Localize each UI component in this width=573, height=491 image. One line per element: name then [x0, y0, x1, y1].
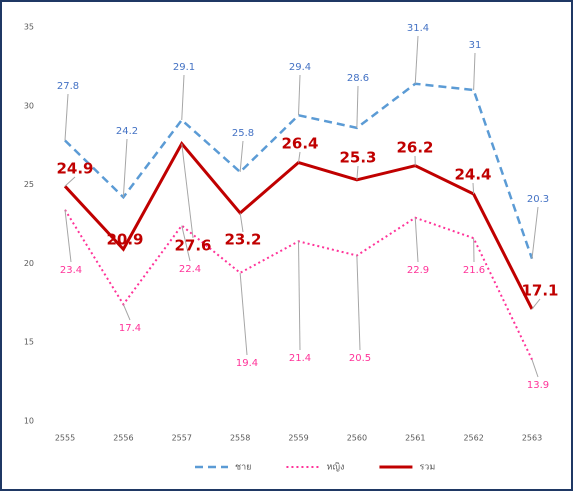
legend-label: หญิง: [326, 462, 344, 473]
data-label: 24.4: [454, 166, 491, 184]
x-tick-label: 2560: [347, 434, 367, 443]
leader-line: [181, 225, 191, 262]
y-tick-label: 35: [24, 23, 34, 32]
y-tick-label: 20: [24, 259, 34, 268]
x-tick-label: 2559: [288, 434, 308, 443]
legend-label: ชาย: [235, 463, 251, 473]
leader-line: [356, 165, 359, 180]
data-label: 20.5: [349, 353, 371, 364]
leader-line: [64, 176, 76, 187]
leader-line: [181, 74, 185, 121]
data-label: 27.6: [174, 237, 211, 255]
x-tick-label: 2563: [522, 434, 542, 443]
leader-line: [64, 209, 72, 263]
data-label: 21.4: [289, 353, 311, 364]
leader-line: [298, 74, 301, 116]
data-label: 29.1: [173, 62, 195, 73]
y-tick-label: 25: [24, 180, 34, 189]
data-label: 27.8: [57, 81, 79, 92]
data-label: 22.4: [179, 264, 201, 275]
data-label: 25.8: [232, 128, 254, 139]
data-label: 26.2: [396, 139, 433, 157]
x-tick-label: 2555: [55, 434, 75, 443]
leader-line: [181, 143, 194, 239]
x-tick-label: 2561: [405, 434, 425, 443]
leader-line: [414, 35, 419, 84]
y-tick-label: 10: [24, 417, 34, 426]
leader-line: [64, 93, 69, 141]
data-label: 24.2: [116, 126, 138, 137]
data-label: 29.4: [289, 62, 311, 73]
leader-line: [239, 272, 248, 356]
leader-line: [473, 52, 476, 91]
series-line: [64, 82, 534, 260]
data-label: 21.6: [463, 265, 485, 276]
data-label: 17.1: [521, 282, 558, 300]
legend-label: รวม: [419, 463, 435, 473]
data-label: 28.6: [347, 73, 369, 84]
data-label: 19.4: [236, 358, 258, 369]
data-label: 24.9: [56, 160, 93, 178]
leader-line: [298, 151, 301, 163]
leader-line: [472, 182, 475, 195]
leader-line: [122, 138, 128, 198]
data-label: 20.3: [527, 194, 549, 205]
data-label: 31.4: [407, 23, 429, 34]
leader-line: [298, 241, 301, 351]
y-tick-label: 15: [24, 338, 34, 347]
x-tick-label: 2557: [172, 434, 192, 443]
leader-line: [122, 304, 131, 321]
x-tick-label: 2558: [230, 434, 250, 443]
data-label: 17.4: [119, 323, 141, 334]
data-label: 26.4: [281, 135, 318, 153]
leader-line: [414, 217, 419, 263]
data-label: 31: [469, 40, 482, 51]
y-tick-label: 30: [24, 101, 34, 110]
leader-line: [531, 206, 539, 259]
data-label: 13.9: [527, 380, 549, 391]
data-label: 23.2: [224, 231, 261, 249]
data-label: 20.9: [106, 231, 143, 249]
data-label: 23.4: [60, 265, 82, 276]
leader-line: [356, 85, 359, 128]
leader-line: [239, 140, 244, 173]
leader-line: [356, 255, 361, 351]
data-label: 25.3: [339, 149, 376, 167]
data-label: 22.9: [407, 265, 429, 276]
x-tick-label: 2556: [113, 434, 133, 443]
leader-line: [531, 298, 541, 310]
leader-line: [239, 212, 244, 233]
x-tick-label: 2562: [463, 434, 483, 443]
leader-line: [531, 359, 539, 378]
